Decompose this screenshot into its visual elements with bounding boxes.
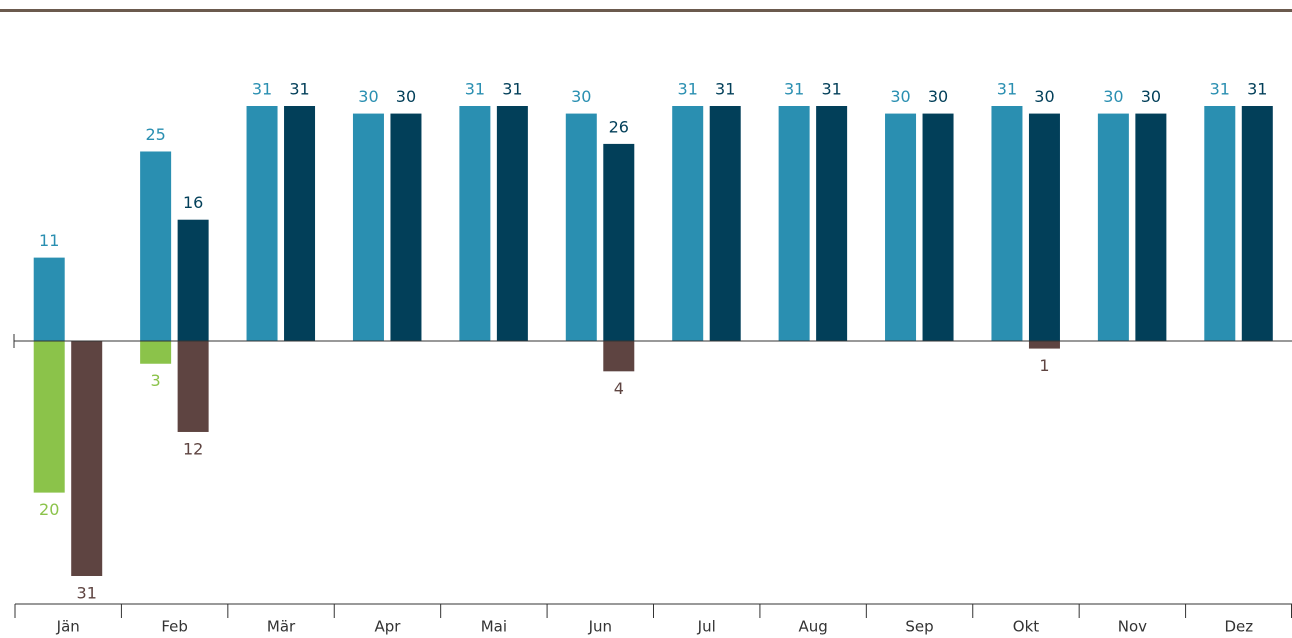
bar bbox=[33, 257, 65, 341]
x-tick-label: Apr bbox=[374, 618, 401, 636]
value-label: 30 bbox=[358, 87, 378, 106]
bar bbox=[1097, 113, 1129, 341]
bar bbox=[390, 113, 422, 341]
value-label: 31 bbox=[678, 80, 698, 99]
value-label: 31 bbox=[784, 80, 804, 99]
x-tick-label: Nov bbox=[1118, 618, 1147, 636]
value-label: 30 bbox=[1103, 87, 1123, 106]
bar bbox=[33, 341, 65, 493]
bar bbox=[709, 106, 741, 341]
bar bbox=[352, 113, 384, 341]
bar bbox=[496, 106, 528, 341]
value-label: 31 bbox=[502, 80, 522, 99]
x-tick-label: Dez bbox=[1224, 618, 1253, 636]
bar bbox=[885, 113, 917, 341]
value-label: 16 bbox=[183, 193, 203, 212]
bar bbox=[177, 341, 209, 432]
x-tick-label: Jän bbox=[56, 618, 80, 636]
bar bbox=[816, 106, 848, 341]
bar bbox=[1028, 113, 1060, 341]
bar bbox=[1135, 113, 1167, 341]
value-label: 31 bbox=[715, 80, 735, 99]
bar bbox=[1241, 106, 1273, 341]
value-label: 31 bbox=[289, 80, 309, 99]
value-label: 31 bbox=[1210, 80, 1230, 99]
value-label: 11 bbox=[39, 231, 59, 250]
bar bbox=[603, 143, 635, 341]
x-tick-label: Jul bbox=[697, 618, 716, 636]
value-label: 20 bbox=[39, 500, 59, 519]
value-label: 31 bbox=[821, 80, 841, 99]
value-label: 30 bbox=[928, 87, 948, 106]
value-label: 30 bbox=[571, 87, 591, 106]
top-rule bbox=[0, 9, 1292, 12]
x-tick-label: Okt bbox=[1013, 618, 1039, 636]
bar bbox=[778, 106, 810, 341]
bar bbox=[71, 341, 103, 576]
value-label: 31 bbox=[252, 80, 272, 99]
bar bbox=[603, 341, 635, 372]
value-label: 4 bbox=[614, 379, 624, 398]
bar bbox=[991, 106, 1023, 341]
value-label: 30 bbox=[890, 87, 910, 106]
bar bbox=[1204, 106, 1236, 341]
value-label: 26 bbox=[609, 117, 629, 136]
bar bbox=[672, 106, 704, 341]
value-label: 30 bbox=[1141, 87, 1161, 106]
value-label: 31 bbox=[1247, 80, 1267, 99]
value-label: 1 bbox=[1039, 356, 1049, 375]
x-tick-label: Mär bbox=[267, 618, 296, 636]
bar bbox=[565, 113, 597, 341]
x-tick-label: Sep bbox=[905, 618, 933, 636]
value-label: 31 bbox=[77, 584, 97, 603]
value-label: 12 bbox=[183, 439, 203, 458]
value-label: 3 bbox=[151, 371, 161, 390]
x-tick-label: Aug bbox=[798, 618, 827, 636]
bar bbox=[284, 106, 316, 341]
value-label: 31 bbox=[465, 80, 485, 99]
value-label: 25 bbox=[145, 125, 165, 144]
bar bbox=[140, 151, 172, 341]
value-label: 30 bbox=[1034, 87, 1054, 106]
bar bbox=[922, 113, 954, 341]
x-tick-label: Feb bbox=[161, 618, 188, 636]
bar bbox=[1028, 341, 1060, 349]
bar bbox=[246, 106, 278, 341]
bar bbox=[459, 106, 491, 341]
x-tick-label: Jun bbox=[588, 618, 612, 636]
bar bbox=[177, 219, 209, 341]
value-label: 31 bbox=[997, 80, 1017, 99]
bar bbox=[140, 341, 172, 364]
x-tick-label: Mai bbox=[481, 618, 507, 636]
value-label: 30 bbox=[396, 87, 416, 106]
